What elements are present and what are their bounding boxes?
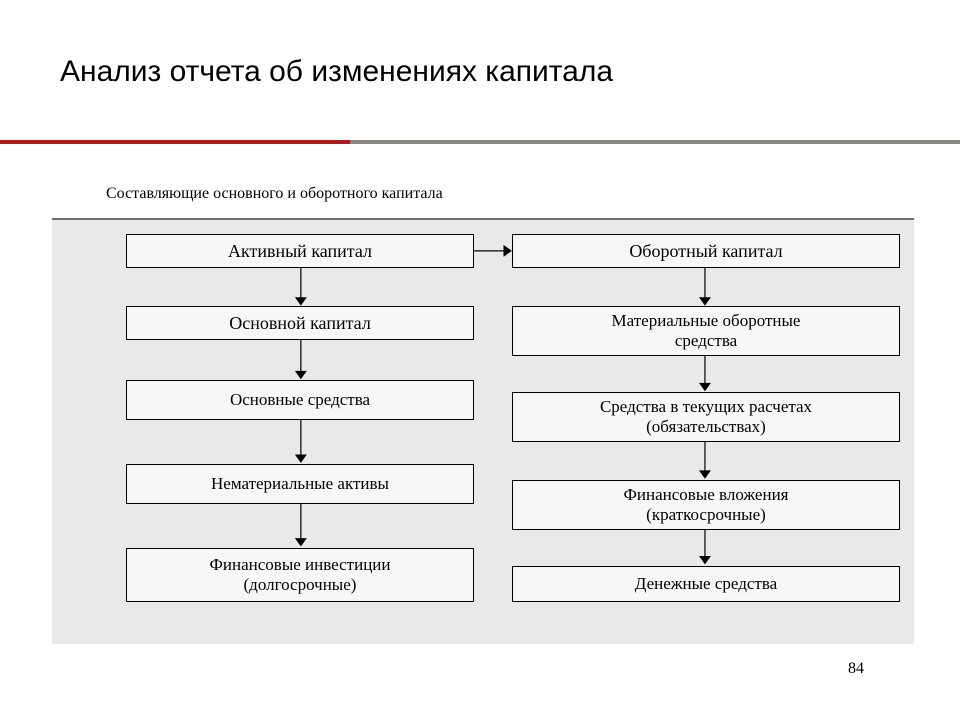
- page-title: Анализ отчета об изменениях капитала: [60, 55, 613, 89]
- diagram-subtitle: Составляющие основного и оборотного капи…: [106, 185, 443, 203]
- node-L2: Основные средства: [126, 380, 474, 420]
- node-L0: Активный капитал: [126, 234, 474, 268]
- node-L3: Нематериальные активы: [126, 464, 474, 504]
- page-number: 84: [848, 660, 864, 678]
- rule-gray: [350, 140, 960, 144]
- node-R3: Финансовые вложения(краткосрочные): [512, 480, 900, 530]
- node-R4: Денежные средства: [512, 566, 900, 602]
- node-R0: Оборотный капитал: [512, 234, 900, 268]
- rule-red: [0, 140, 350, 144]
- node-R2: Средства в текущих расчетах(обязательств…: [512, 392, 900, 442]
- node-L1: Основной капитал: [126, 306, 474, 340]
- node-L4: Финансовые инвестиции(долгосрочные): [126, 548, 474, 602]
- node-R1: Материальные оборотныесредства: [512, 306, 900, 356]
- capital-diagram: Активный капитал Основной капитал Основные…: [52, 218, 914, 644]
